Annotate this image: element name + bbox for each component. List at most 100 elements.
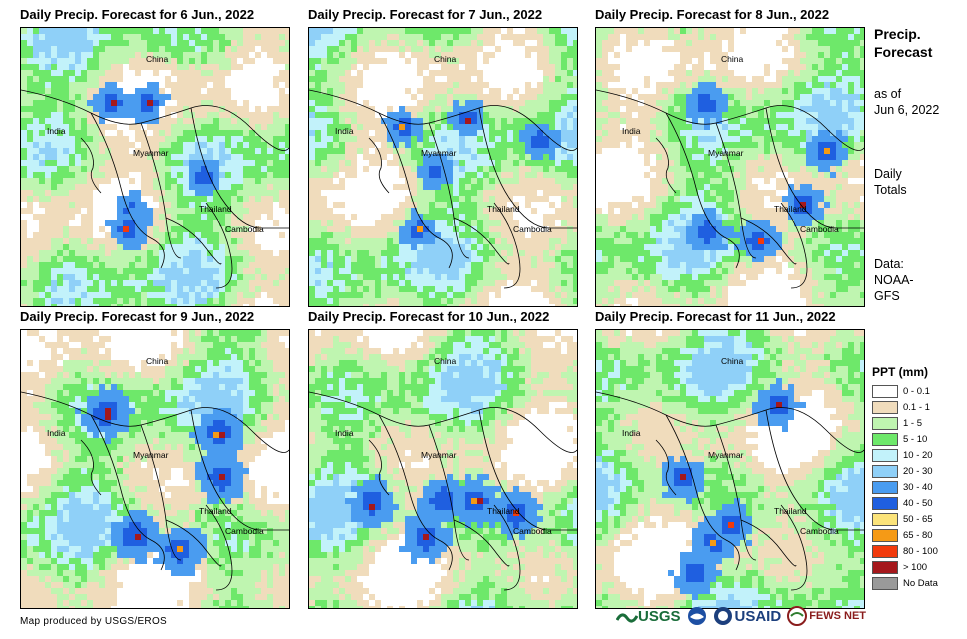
legend-label: > 100 <box>903 561 928 573</box>
map-label-china: China <box>146 356 168 366</box>
map-credit: Map produced by USGS/EROS <box>20 616 168 627</box>
panel-1: Daily Precip. Forecast for 6 Jun., 2022 … <box>20 7 290 307</box>
legend-item: 0.1 - 1 <box>872 399 967 415</box>
map-label-thailand: Thailand <box>487 204 520 214</box>
map-label-cambodia: Cambodia <box>513 526 552 536</box>
legend-label: 65 - 80 <box>903 529 933 541</box>
daily-label: Daily <box>874 167 902 181</box>
usaid-seal-icon <box>713 607 732 625</box>
panel-4: Daily Precip. Forecast for 9 Jun., 2022 … <box>20 309 290 609</box>
map-label-myanmar: Myanmar <box>708 450 744 460</box>
legend-item: 5 - 10 <box>872 431 967 447</box>
map-label-myanmar: Myanmar <box>708 148 744 158</box>
legend-swatch <box>872 512 898 526</box>
legend-item: > 100 <box>872 559 967 575</box>
legend-swatch <box>872 560 898 574</box>
data-label: Data: <box>874 257 904 271</box>
map-label-india: India <box>335 428 354 438</box>
totals-label: Totals <box>874 183 907 197</box>
legend-swatch <box>872 400 898 414</box>
fewsnet-globe-icon <box>787 606 808 626</box>
legend-rows: 0 - 0.1 0.1 - 1 1 - 5 5 - 10 10 - 20 20 - 30 3… <box>872 383 967 591</box>
map-label-china: China <box>434 54 456 64</box>
legend-item: 50 - 65 <box>872 511 967 527</box>
ppt-legend: PPT (mm) 0 - 0.1 0.1 - 1 1 - 5 5 - 10 10 - 2… <box>872 365 967 591</box>
legend-swatch <box>872 496 898 510</box>
data-source-line1: NOAA- <box>874 273 914 287</box>
map-label-india: India <box>622 126 641 136</box>
panel-2: Daily Precip. Forecast for 7 Jun., 2022 … <box>308 7 578 307</box>
legend-swatch <box>872 448 898 462</box>
legend-swatch <box>872 416 898 430</box>
precip-map-svg: China India Myanmar Thailand Cambodia <box>21 330 289 608</box>
legend-label: 5 - 10 <box>903 433 928 445</box>
sidebar-title-line1: Precip. <box>874 26 921 42</box>
as-of-value: Jun 6, 2022 <box>874 103 940 117</box>
fewsnet-logo: FEWS NET <box>787 606 866 626</box>
usgs-logo-text: USGS <box>638 607 681 625</box>
noaa-logo-icon <box>687 607 706 625</box>
precip-map-svg: China India Myanmar Thailand Cambodia <box>309 330 577 608</box>
usgs-wave-icon <box>616 613 638 623</box>
legend-swatch <box>872 480 898 494</box>
panel-title: Daily Precip. Forecast for 9 Jun., 2022 <box>20 309 255 324</box>
legend-label: 20 - 30 <box>903 465 933 477</box>
map-label-china: China <box>434 356 456 366</box>
as-of-label: as of <box>874 87 902 101</box>
legend-label: 40 - 50 <box>903 497 933 509</box>
logo-bar: USGS USAID FEWS NET <box>616 606 866 626</box>
legend-item: 30 - 40 <box>872 479 967 495</box>
panel-title: Daily Precip. Forecast for 6 Jun., 2022 <box>20 7 255 22</box>
precip-map-svg: China India Myanmar Thailand Cambodia <box>596 28 864 306</box>
panel-title: Daily Precip. Forecast for 10 Jun., 2022 <box>308 309 550 324</box>
legend-item: 20 - 30 <box>872 463 967 479</box>
map-label-thailand: Thailand <box>774 204 807 214</box>
panel-3: Daily Precip. Forecast for 8 Jun., 2022 … <box>595 7 865 307</box>
usaid-logo: USAID <box>713 606 782 626</box>
precip-map: China India Myanmar Thailand Cambodia <box>595 329 865 609</box>
legend-item: 10 - 20 <box>872 447 967 463</box>
precip-map: China India Myanmar Thailand Cambodia <box>308 27 578 307</box>
legend-label: 80 - 100 <box>903 545 938 557</box>
legend-label: 50 - 65 <box>903 513 933 525</box>
usgs-logo: USGS <box>616 608 681 625</box>
map-label-thailand: Thailand <box>199 506 232 516</box>
legend-label: 0.1 - 1 <box>903 401 930 413</box>
legend-item: No Data <box>872 575 967 591</box>
precip-map: China India Myanmar Thailand Cambodia <box>20 329 290 609</box>
map-label-china: China <box>146 54 168 64</box>
map-label-myanmar: Myanmar <box>421 450 457 460</box>
legend-swatch <box>872 544 898 558</box>
panel-title: Daily Precip. Forecast for 11 Jun., 2022 <box>595 309 836 324</box>
daily-totals: Daily Totals <box>874 166 907 198</box>
map-label-myanmar: Myanmar <box>133 148 169 158</box>
map-label-india: India <box>47 126 66 136</box>
panel-5: Daily Precip. Forecast for 10 Jun., 2022… <box>308 309 578 609</box>
precip-map-svg: China India Myanmar Thailand Cambodia <box>309 28 577 306</box>
precip-map-svg: China India Myanmar Thailand Cambodia <box>596 330 864 608</box>
precip-map: China India Myanmar Thailand Cambodia <box>308 329 578 609</box>
precip-map: China India Myanmar Thailand Cambodia <box>20 27 290 307</box>
map-label-india: India <box>622 428 641 438</box>
map-label-india: India <box>47 428 66 438</box>
map-label-cambodia: Cambodia <box>513 224 552 234</box>
legend-swatch <box>872 576 898 590</box>
panel-title: Daily Precip. Forecast for 7 Jun., 2022 <box>308 7 543 22</box>
legend-swatch <box>872 384 898 398</box>
panel-6: Daily Precip. Forecast for 11 Jun., 2022… <box>595 309 865 609</box>
legend-label: No Data <box>903 577 938 589</box>
map-label-china: China <box>721 54 743 64</box>
map-label-thailand: Thailand <box>199 204 232 214</box>
precip-map: China India Myanmar Thailand Cambodia <box>595 27 865 307</box>
map-label-thailand: Thailand <box>774 506 807 516</box>
legend-label: 0 - 0.1 <box>903 385 930 397</box>
sidebar-title: Precip. Forecast <box>874 25 932 61</box>
legend-item: 0 - 0.1 <box>872 383 967 399</box>
legend-swatch <box>872 528 898 542</box>
map-label-thailand: Thailand <box>487 506 520 516</box>
usaid-logo-text: USAID <box>734 607 782 625</box>
legend-label: 30 - 40 <box>903 481 933 493</box>
map-label-india: India <box>335 126 354 136</box>
data-source: Data: NOAA- GFS <box>874 256 914 304</box>
map-label-myanmar: Myanmar <box>133 450 169 460</box>
